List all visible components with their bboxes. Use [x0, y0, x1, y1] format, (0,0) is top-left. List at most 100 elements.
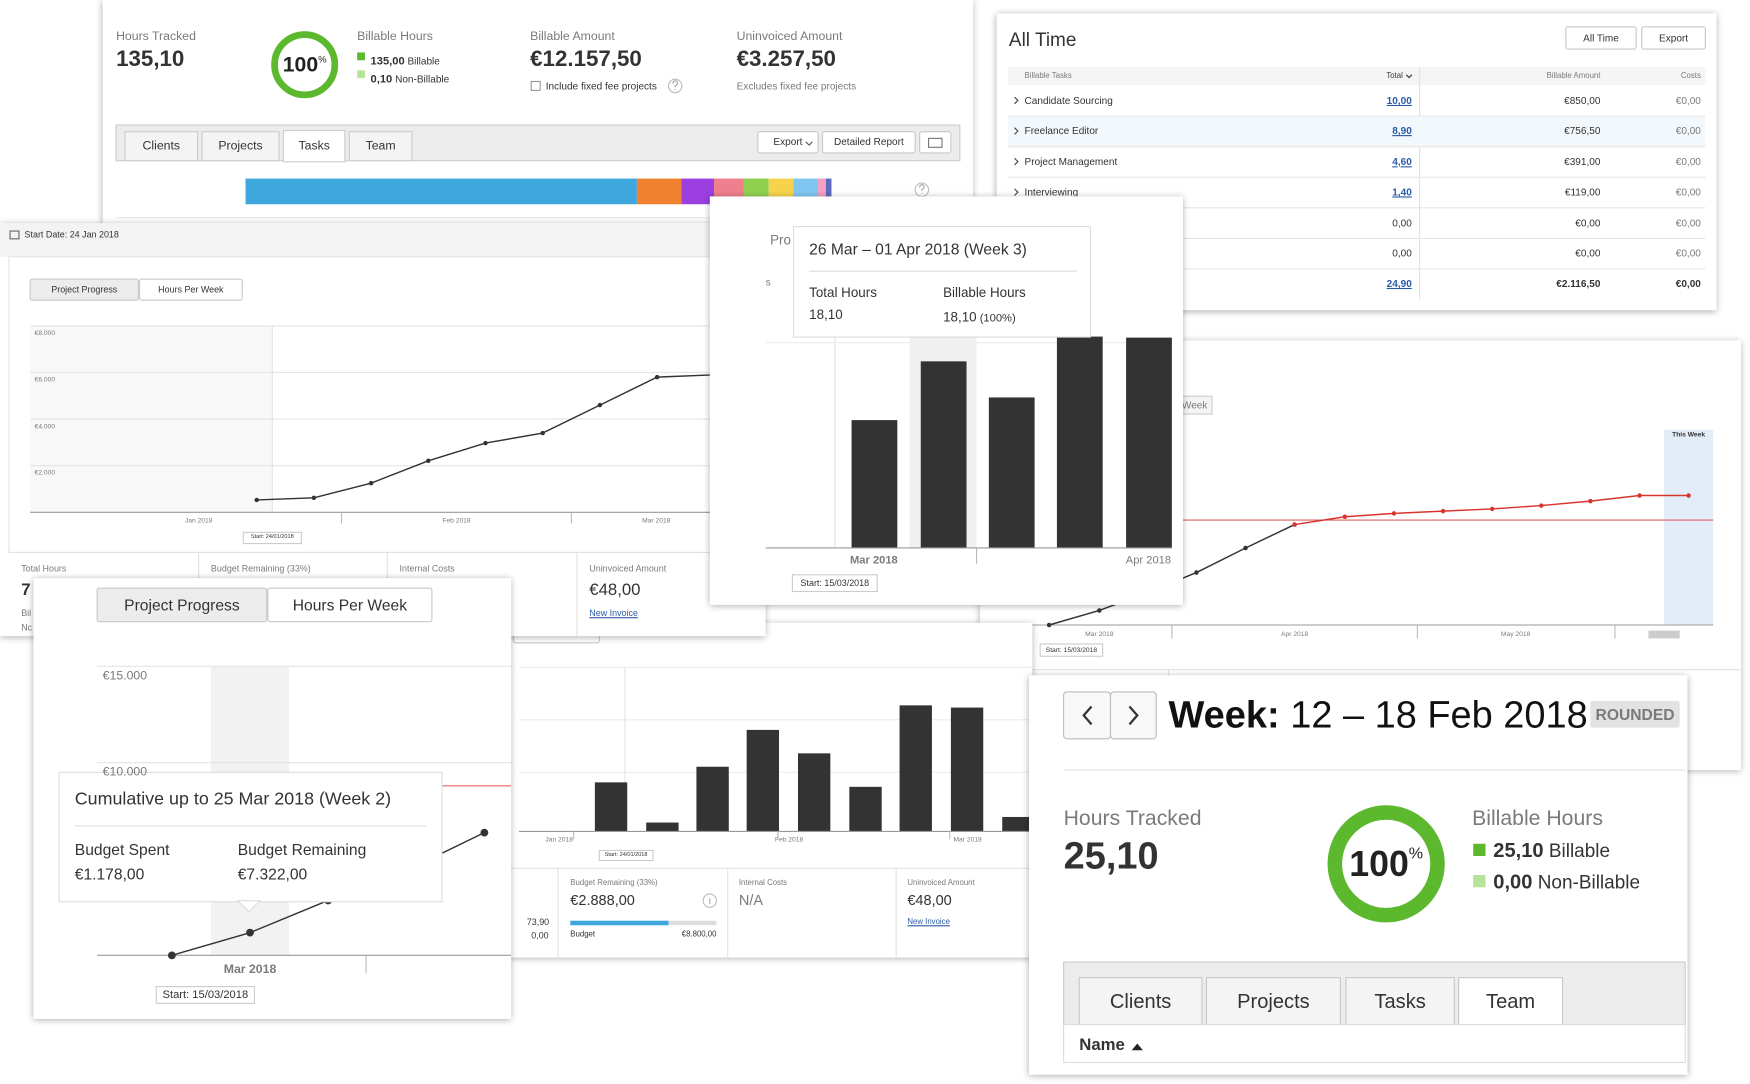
tab-label[interactable]: Tasks — [1374, 989, 1426, 1013]
export-button-label[interactable]: Export — [1659, 31, 1689, 43]
task-amount: €756,50 — [1564, 125, 1601, 137]
task-amount: €119,00 — [1564, 186, 1601, 198]
total-hours[interactable]: 24,90 — [1386, 277, 1412, 290]
bar — [1056, 336, 1103, 548]
project-progress-button[interactable] — [96, 587, 268, 623]
tab-label[interactable]: Tasks — [298, 139, 330, 153]
export-button[interactable] — [1641, 26, 1706, 50]
task-segment — [681, 178, 715, 205]
task-total[interactable]: 4,60 — [1392, 156, 1412, 168]
tab-label[interactable]: Clients — [142, 139, 181, 153]
task-total[interactable]: 8,90 — [1392, 125, 1412, 137]
task-costs: €0,00 — [1675, 94, 1701, 107]
text-part: 100 — [282, 53, 319, 77]
point — [1539, 503, 1544, 508]
expand-chevron[interactable] — [1014, 157, 1019, 166]
point — [1686, 493, 1691, 498]
week-title: Week: 12 – 18 Feb 2018 — [1169, 696, 1588, 734]
point — [1391, 511, 1397, 516]
text-part: 25,10 — [1493, 839, 1544, 862]
export-button-label[interactable]: Export — [773, 136, 803, 148]
tab-label[interactable]: Team — [1486, 989, 1536, 1013]
hours-per-week-button-label[interactable]: Hours Per Week — [158, 284, 224, 295]
week-summary-panel: Week: 12 – 18 Feb 2018 ROUNDED Hours Tracke… — [1029, 675, 1688, 1075]
label: Budget Spent — [74, 840, 170, 859]
tab[interactable] — [1458, 977, 1564, 1028]
checkbox-label[interactable]: Include fixed fee projects — [545, 80, 657, 92]
bar — [746, 729, 780, 832]
start-box — [242, 531, 302, 545]
tab[interactable] — [201, 131, 280, 162]
report-button[interactable] — [821, 131, 916, 154]
ring-arc — [271, 31, 339, 99]
new-invoice-link[interactable]: New Invoice — [907, 918, 950, 927]
y-tick-label: €15.000 — [102, 669, 148, 684]
panel-graphics — [765, 226, 1172, 593]
point — [1194, 570, 1199, 575]
expand-chevron[interactable] — [1014, 96, 1019, 105]
project-progress-button[interactable] — [29, 278, 139, 301]
checkbox[interactable] — [530, 80, 541, 91]
range-button-label[interactable]: All Time — [1583, 31, 1619, 43]
project-progress-button-label[interactable]: Project Progress — [124, 595, 240, 614]
tab[interactable] — [348, 131, 413, 162]
point — [540, 430, 545, 436]
next-chevron[interactable] — [1128, 705, 1139, 726]
week-bars-panel: Pro s Mar 2018 Apr 2018 Start: 15/03/2018 26 … — [709, 196, 1184, 605]
tab[interactable] — [1345, 977, 1455, 1026]
week-button-label[interactable]: Week — [1181, 399, 1208, 411]
billable-swatch — [357, 52, 365, 61]
text-part: Billable — [407, 55, 440, 67]
non-billable-hours: 0,00 Non-Billable — [1493, 872, 1640, 893]
info-icon — [702, 893, 718, 908]
column-header: Total — [1386, 72, 1403, 81]
tab[interactable] — [1078, 977, 1203, 1026]
tab[interactable] — [282, 130, 346, 163]
text-part: % — [1408, 844, 1424, 863]
prev-chevron[interactable] — [1082, 705, 1093, 726]
tooltip — [58, 771, 443, 903]
total-amount: €2.116,50 — [1556, 277, 1601, 290]
y-tick-label: €6.000 — [34, 376, 56, 384]
label: €48,00 — [907, 891, 952, 909]
task-amount: €0,00 — [1575, 217, 1601, 229]
report-button-label[interactable]: Detailed Report — [833, 136, 904, 148]
column-header: Costs — [1680, 72, 1701, 81]
tab-label[interactable]: Projects — [218, 139, 263, 153]
prev-week-button[interactable] — [1063, 691, 1112, 740]
hours-per-week-button[interactable] — [138, 278, 243, 301]
tab-label[interactable]: Clients — [1109, 989, 1172, 1013]
hours-per-week-button-label[interactable]: Hours Per Week — [292, 595, 408, 614]
task-total[interactable]: 1,40 — [1392, 186, 1412, 198]
bar — [988, 397, 1035, 548]
label: Bil — [21, 608, 32, 619]
task-costs: €0,00 — [1675, 186, 1701, 198]
tab[interactable] — [1205, 977, 1341, 1026]
print-button[interactable] — [919, 131, 952, 154]
sort-column[interactable]: Name — [1079, 1035, 1125, 1055]
tab[interactable] — [124, 131, 199, 162]
x-tick-label: Apr 2018 — [1125, 554, 1172, 567]
export-button[interactable] — [757, 131, 819, 154]
start-box — [791, 574, 878, 593]
task-amount: €850,00 — [1564, 94, 1601, 107]
task-total[interactable]: 10,00 — [1386, 94, 1412, 107]
point — [597, 402, 603, 408]
budget-total: €8.800,00 — [681, 930, 717, 939]
bar — [899, 705, 932, 832]
text-part: Week: — [1168, 694, 1280, 737]
new-invoice-link[interactable]: New Invoice — [589, 608, 638, 619]
expand-chevron[interactable] — [1014, 188, 1019, 196]
project-progress-button-label[interactable]: Project Progress — [51, 284, 118, 295]
label: Billable Hours — [943, 284, 1026, 301]
tab-label[interactable]: Team — [365, 139, 396, 153]
hours-per-week-button[interactable] — [267, 587, 433, 623]
x-tick-label: Feb 2018 — [442, 517, 471, 525]
task-amount: €0,00 — [1575, 247, 1601, 259]
tab-label[interactable]: Projects — [1237, 989, 1310, 1013]
range-button[interactable] — [1565, 26, 1637, 50]
next-week-button[interactable] — [1109, 691, 1157, 740]
expand-chevron[interactable] — [1014, 127, 1019, 135]
task-name: Interviewing — [1024, 186, 1079, 198]
point — [368, 480, 374, 486]
